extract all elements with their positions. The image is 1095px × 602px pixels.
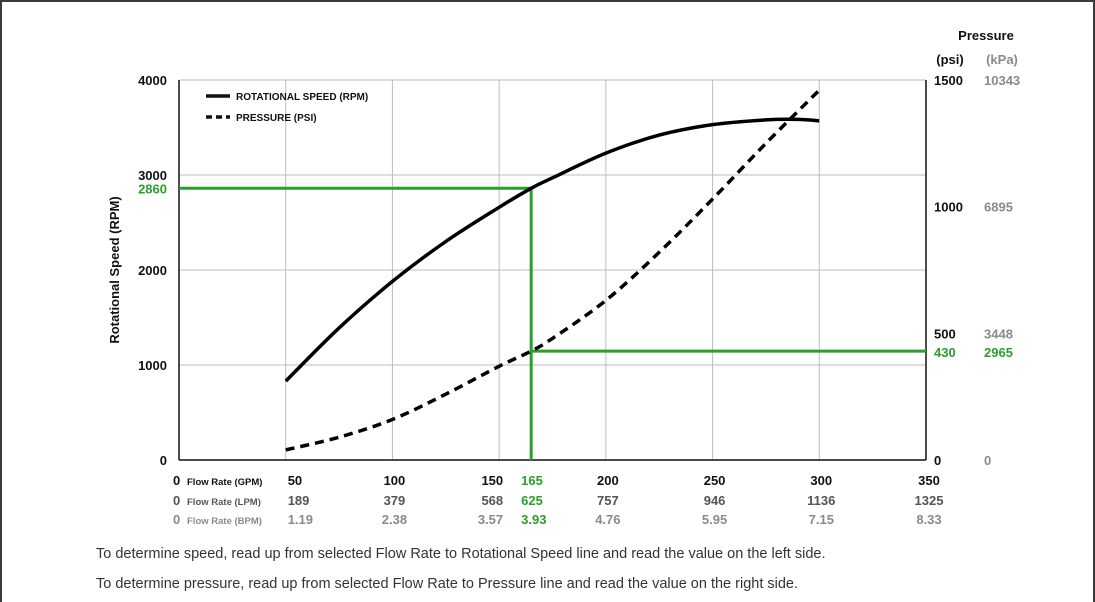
x-tick-label: 189 — [288, 493, 310, 508]
x-tick-label: 1.19 — [288, 512, 313, 527]
x-row-zero: 0 — [173, 473, 180, 488]
x-row-label: Flow Rate (LPM) — [187, 497, 261, 508]
x-tick-label: 3.57 — [478, 512, 503, 527]
x-tick-label: 250 — [704, 473, 726, 488]
y2-tick-kpa: 6895 — [984, 200, 1013, 215]
pressure-series-line — [285, 88, 821, 452]
y2-tick-psi: 1500 — [934, 73, 963, 88]
x-tick-label: 4.76 — [595, 512, 620, 527]
y2-tick-psi: 500 — [934, 326, 956, 341]
highlight-speed-label: 2860 — [138, 181, 167, 196]
x-tick-label: 2.38 — [382, 512, 407, 527]
x-tick-label: 200 — [597, 473, 619, 488]
x-tick-label: 50 — [288, 473, 302, 488]
x-row-zero: 0 — [173, 493, 180, 508]
y-tick-label: 0 — [160, 453, 167, 468]
x-tick-label: 300 — [810, 473, 832, 488]
highlight-pressure-psi-label: 430 — [934, 345, 956, 360]
x-tick-label: 379 — [384, 493, 406, 508]
x-tick-label: 150 — [481, 473, 503, 488]
highlight-pressure-kpa-label: 2965 — [984, 345, 1013, 360]
y2-tick-psi: 1000 — [934, 200, 963, 215]
x-highlight-label: 3.93 — [521, 512, 546, 527]
x-tick-label: 757 — [597, 493, 619, 508]
x-tick-label: 946 — [704, 493, 726, 508]
x-tick-label: 100 — [384, 473, 406, 488]
x-row-zero: 0 — [173, 512, 180, 527]
y2-tick-kpa: 3448 — [984, 326, 1013, 341]
y2-tick-kpa: 0 — [984, 453, 991, 468]
speed-instruction-note: To determine speed, read up from selecte… — [96, 546, 826, 562]
x-tick-label: 5.95 — [702, 512, 727, 527]
legend-label: ROTATIONAL SPEED (RPM) — [236, 92, 368, 103]
x-tick-label: 1136 — [807, 493, 835, 508]
y-tick-label: 1000 — [138, 358, 167, 373]
x-tick-label: 568 — [481, 493, 503, 508]
y2-tick-kpa: 10343 — [984, 73, 1020, 88]
x-highlight-label: 165 — [521, 473, 543, 488]
pressure-instruction-note: To determine pressure, read up from sele… — [96, 576, 799, 592]
speed-series-line — [284, 117, 820, 383]
x-tick-label: 1325 — [915, 493, 944, 508]
y-tick-label: 2000 — [138, 263, 167, 278]
x-highlight-label: 625 — [521, 493, 543, 508]
right-axis-unit-psi: (psi) — [936, 52, 963, 67]
y-axis-label: Rotational Speed (RPM) — [107, 196, 122, 343]
legend-label: PRESSURE (PSI) — [236, 113, 317, 124]
y-tick-label: 3000 — [138, 168, 167, 183]
x-tick-label: 8.33 — [916, 512, 941, 527]
right-axis-title: Pressure — [958, 28, 1014, 43]
x-tick-label: 7.15 — [809, 512, 834, 527]
right-axis-unit-kpa: (kPa) — [986, 52, 1018, 67]
y-tick-label: 4000 — [138, 73, 167, 88]
x-row-label: Flow Rate (GPM) — [187, 477, 262, 488]
x-row-label: Flow Rate (BPM) — [187, 516, 262, 527]
x-tick-label: 350 — [918, 473, 940, 488]
y2-tick-psi: 0 — [934, 453, 941, 468]
